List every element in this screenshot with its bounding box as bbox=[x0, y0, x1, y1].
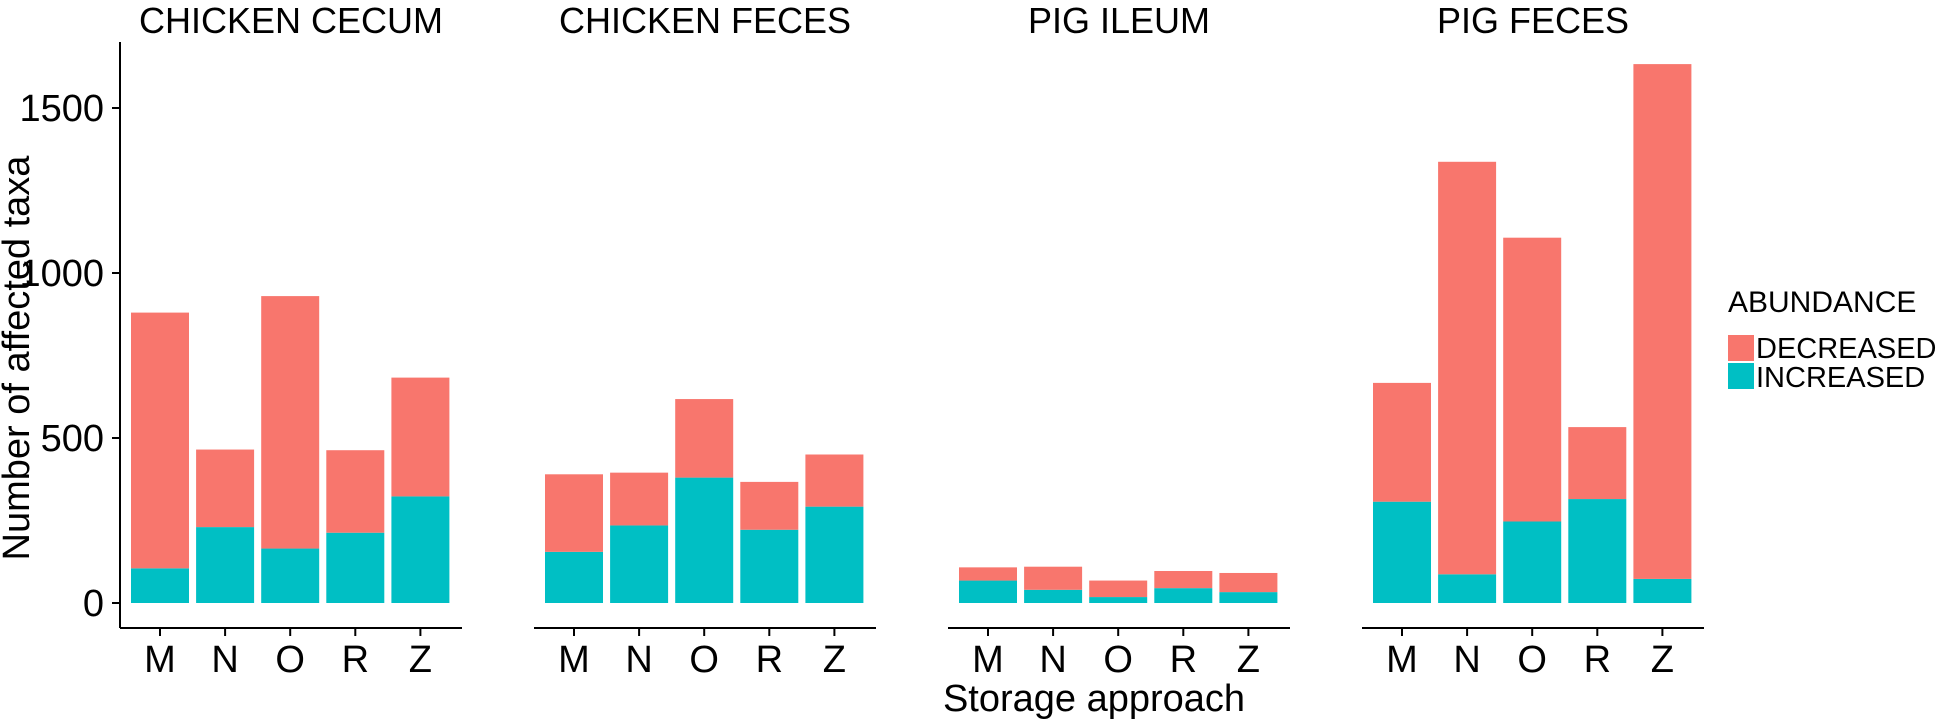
bar-decreased-pig-feces-o bbox=[1503, 237, 1562, 522]
y-tick-label-500: 500 bbox=[41, 418, 104, 460]
bar-increased-pig-ileum-m bbox=[959, 580, 1017, 603]
bar-decreased-pig-feces-z bbox=[1633, 64, 1692, 579]
bar-increased-chicken-cecum-m bbox=[131, 568, 189, 603]
x-tick-label-pig-feces-n: N bbox=[1453, 639, 1480, 681]
x-tick-label-chicken-cecum-m: M bbox=[144, 639, 176, 681]
x-tick-label-chicken-feces-m: M bbox=[558, 639, 590, 681]
x-tick-label-pig-ileum-m: M bbox=[972, 639, 1004, 681]
bar-decreased-pig-ileum-r bbox=[1154, 570, 1213, 589]
bar-decreased-chicken-feces-z bbox=[805, 454, 864, 507]
x-tick-label-chicken-feces-n: N bbox=[625, 639, 652, 681]
bars-layer bbox=[131, 64, 1692, 603]
bar-increased-chicken-feces-o bbox=[675, 477, 734, 603]
legend-label-decreased: DECREASED bbox=[1756, 333, 1937, 365]
legend-swatch-decreased bbox=[1728, 335, 1754, 361]
legend-swatch-increased bbox=[1728, 363, 1754, 389]
y-tick-label-1500: 1500 bbox=[19, 88, 104, 130]
y-axis-title: Number of affected taxa bbox=[0, 155, 38, 561]
x-tick-label-chicken-cecum-z: Z bbox=[409, 639, 432, 681]
x-tick-label-chicken-cecum-r: R bbox=[342, 639, 369, 681]
bar-increased-pig-ileum-r bbox=[1154, 588, 1213, 603]
bar-decreased-chicken-cecum-m bbox=[131, 312, 189, 569]
x-tick-label-pig-feces-o: O bbox=[1517, 639, 1547, 681]
x-tick-label-chicken-feces-z: Z bbox=[823, 639, 846, 681]
bar-decreased-chicken-cecum-o bbox=[261, 296, 320, 549]
bar-decreased-chicken-cecum-r bbox=[326, 450, 385, 533]
x-tick-label-pig-feces-z: Z bbox=[1651, 639, 1674, 681]
x-tick-label-chicken-feces-o: O bbox=[689, 639, 719, 681]
bar-increased-chicken-cecum-n bbox=[196, 527, 255, 603]
bar-increased-chicken-feces-n bbox=[610, 525, 669, 603]
x-tick-label-pig-feces-m: M bbox=[1386, 639, 1418, 681]
bar-decreased-chicken-feces-n bbox=[610, 472, 669, 526]
x-tick-label-pig-ileum-z: Z bbox=[1237, 639, 1260, 681]
bar-decreased-pig-feces-n bbox=[1438, 161, 1497, 575]
titles-layer: CHICKEN CECUM CHICKEN FECES PIG ILEUM PIG F… bbox=[139, 0, 1629, 41]
bar-increased-chicken-cecum-o bbox=[261, 548, 320, 603]
bar-decreased-chicken-feces-r bbox=[740, 481, 799, 530]
bar-increased-chicken-cecum-r bbox=[326, 532, 385, 603]
legend-title: ABUNDANCE bbox=[1728, 286, 1916, 319]
x-tick-label-chicken-cecum-o: O bbox=[275, 639, 305, 681]
bar-increased-pig-ileum-o bbox=[1089, 597, 1148, 603]
bar-increased-pig-ileum-z bbox=[1219, 592, 1278, 603]
bar-increased-chicken-feces-r bbox=[740, 529, 799, 603]
bar-decreased-chicken-cecum-z bbox=[391, 377, 450, 497]
y-tick-label-0: 0 bbox=[83, 583, 104, 625]
x-tick-label-pig-feces-r: R bbox=[1584, 639, 1611, 681]
x-axis-title: Storage approach bbox=[943, 678, 1245, 720]
panel-title-pig-feces: PIG FECES bbox=[1437, 0, 1629, 41]
bar-decreased-pig-feces-m bbox=[1373, 382, 1431, 502]
bar-increased-chicken-feces-z bbox=[805, 506, 864, 603]
bar-decreased-chicken-feces-o bbox=[675, 399, 734, 478]
bar-decreased-pig-ileum-z bbox=[1219, 572, 1278, 593]
bar-increased-pig-ileum-n bbox=[1024, 589, 1083, 603]
x-tick-label-pig-ileum-n: N bbox=[1039, 639, 1066, 681]
bar-increased-pig-feces-z bbox=[1633, 578, 1692, 603]
x-tick-label-chicken-feces-r: R bbox=[756, 639, 783, 681]
x-tick-label-chicken-cecum-n: N bbox=[211, 639, 238, 681]
x-tick-label-pig-ileum-r: R bbox=[1170, 639, 1197, 681]
y-tick-label-1000: 1000 bbox=[19, 253, 104, 295]
bar-decreased-pig-ileum-n bbox=[1024, 566, 1083, 590]
bar-increased-chicken-feces-m bbox=[545, 551, 603, 603]
bar-increased-pig-feces-o bbox=[1503, 521, 1562, 603]
bar-decreased-pig-feces-r bbox=[1568, 427, 1627, 500]
bar-decreased-chicken-cecum-n bbox=[196, 449, 255, 528]
panel-title-pig-ileum: PIG ILEUM bbox=[1028, 0, 1210, 41]
panel-title-chicken-cecum: CHICKEN CECUM bbox=[139, 0, 443, 41]
panel-title-chicken-feces: CHICKEN FECES bbox=[559, 0, 851, 41]
bar-decreased-pig-ileum-m bbox=[959, 567, 1017, 581]
legend-label-increased: INCREASED bbox=[1756, 362, 1925, 394]
bar-increased-chicken-cecum-z bbox=[391, 496, 450, 603]
bar-increased-pig-feces-m bbox=[1373, 501, 1431, 603]
legend: ABUNDANCE DECREASED INCREASED bbox=[1728, 286, 1937, 394]
x-tick-label-pig-ileum-o: O bbox=[1103, 639, 1133, 681]
bar-increased-pig-feces-r bbox=[1568, 499, 1627, 603]
bar-increased-pig-feces-n bbox=[1438, 574, 1497, 603]
bar-decreased-chicken-feces-m bbox=[545, 474, 603, 552]
bar-decreased-pig-ileum-o bbox=[1089, 580, 1148, 598]
